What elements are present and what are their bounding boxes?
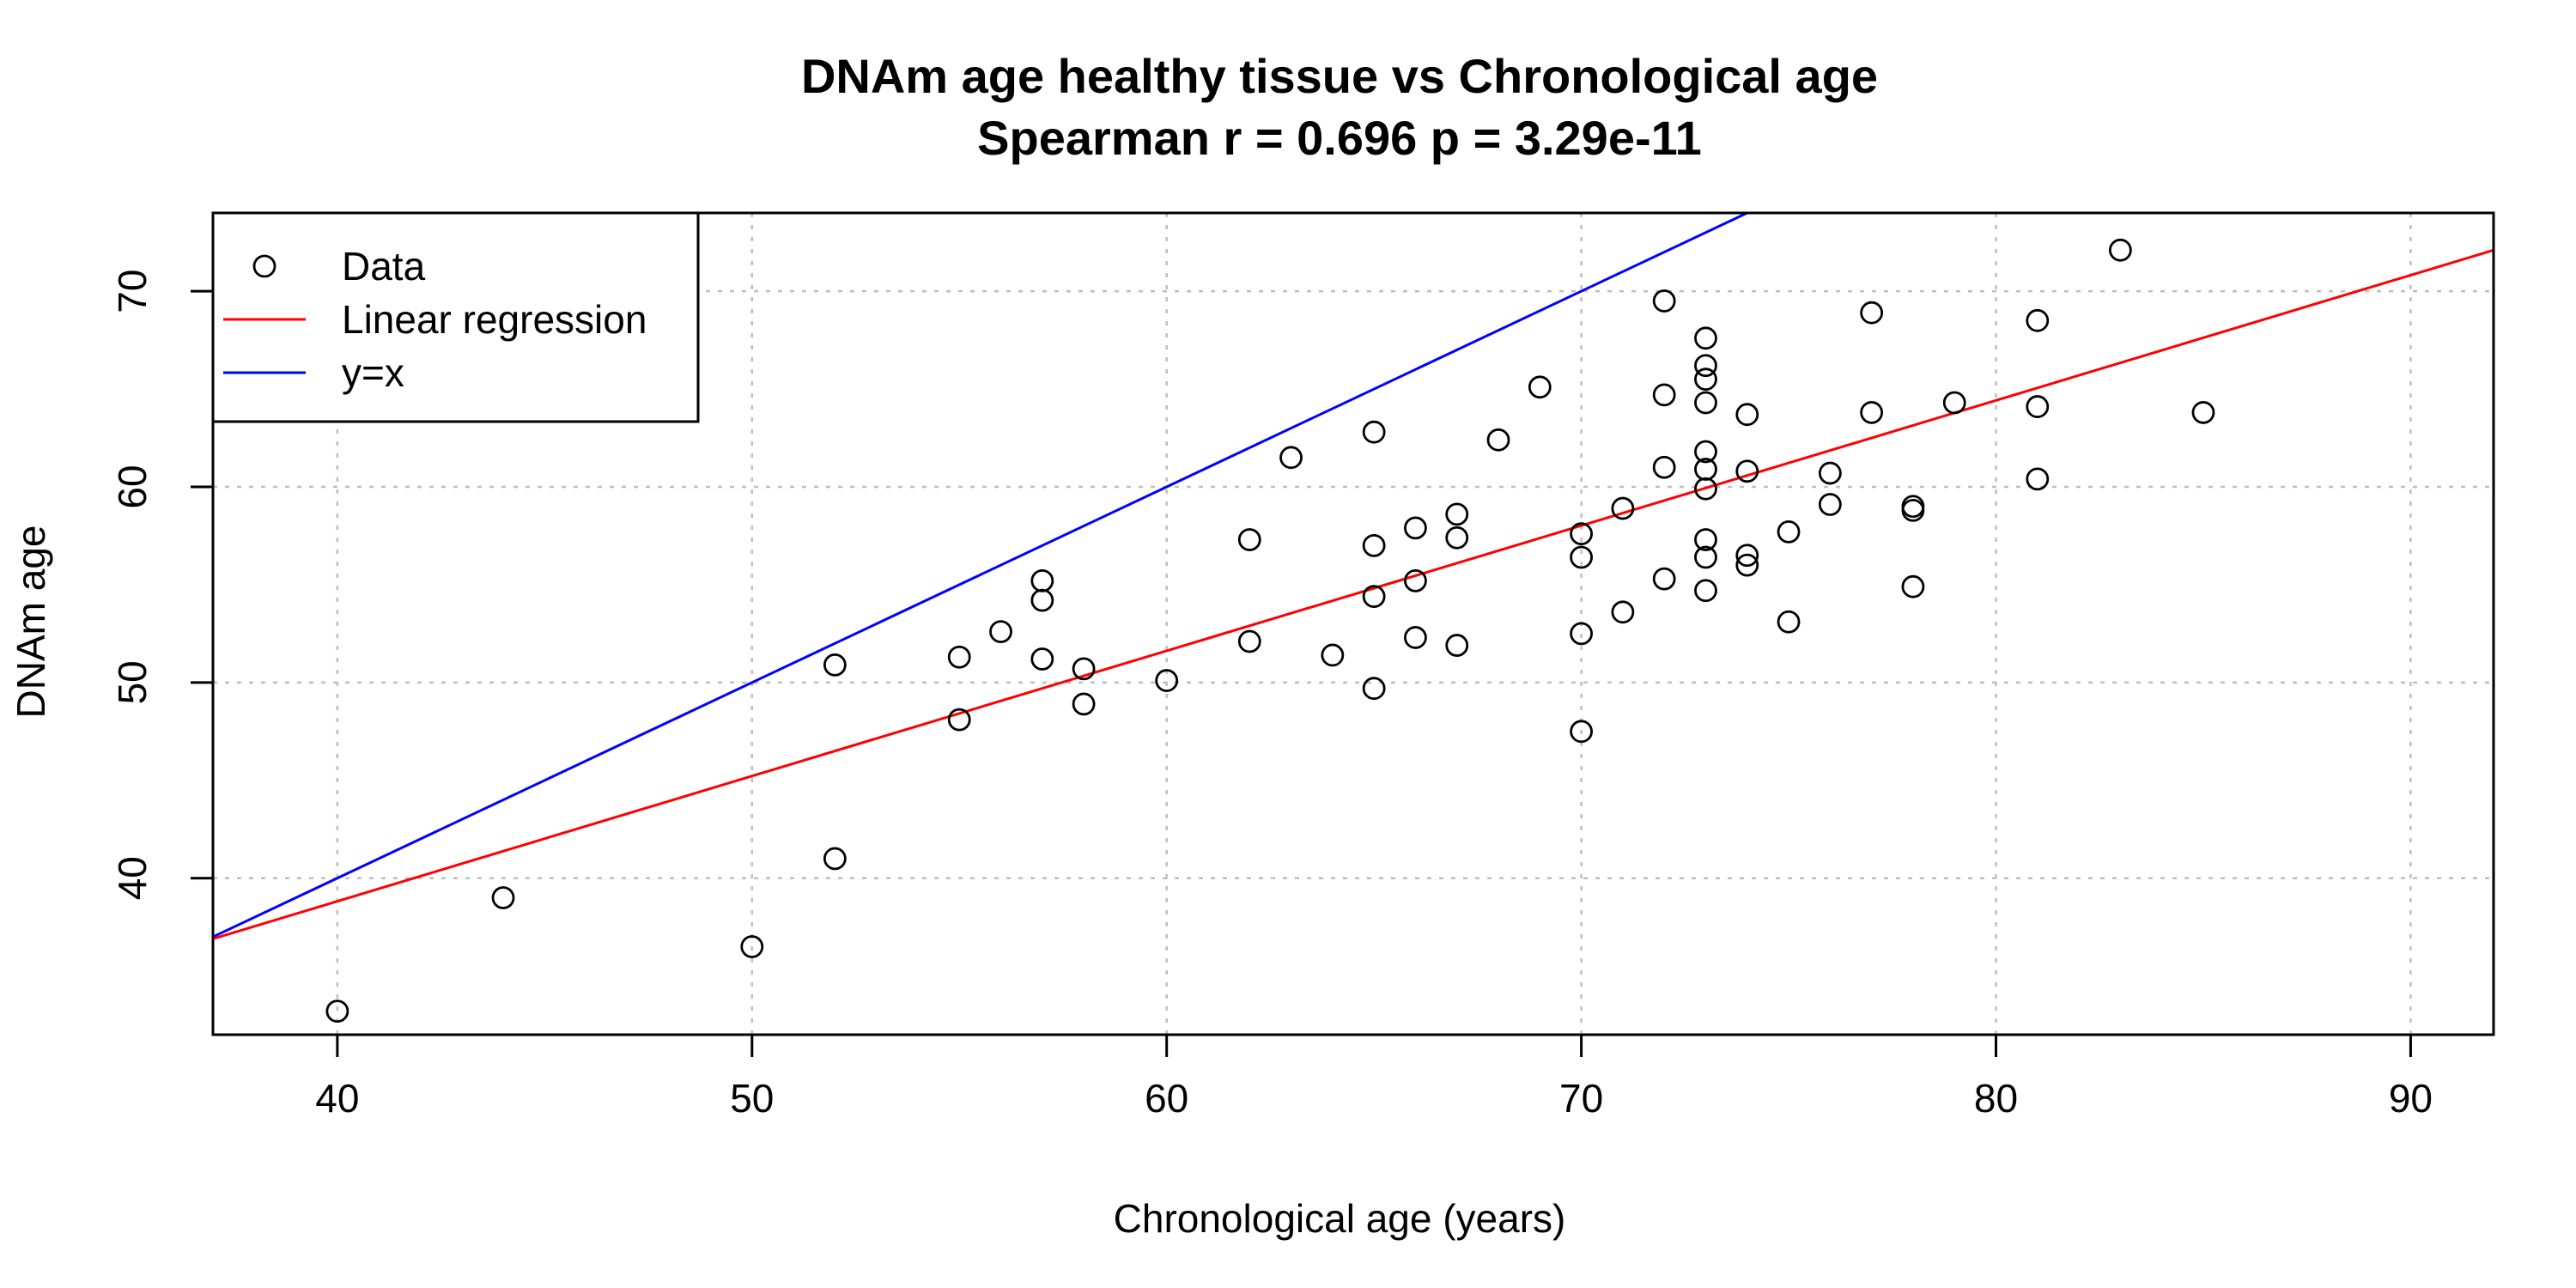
data-point bbox=[1155, 669, 1179, 692]
data-point bbox=[1652, 289, 1676, 313]
data-point bbox=[2026, 467, 2050, 491]
data-point bbox=[1860, 401, 1884, 424]
data-point bbox=[1735, 544, 1759, 568]
data-point bbox=[325, 999, 349, 1024]
data-point bbox=[1694, 368, 1717, 392]
y-tick-label: 50 bbox=[110, 660, 155, 704]
data-point bbox=[1694, 528, 1717, 551]
data-point bbox=[989, 620, 1012, 644]
legend-label: Data bbox=[342, 244, 426, 289]
data-point bbox=[1652, 383, 1676, 407]
data-point bbox=[1694, 391, 1717, 415]
data-point bbox=[1237, 629, 1261, 653]
x-tick-label: 80 bbox=[1974, 1076, 2018, 1121]
data-point bbox=[1570, 720, 1593, 744]
data-point bbox=[1362, 585, 1386, 608]
y-axis-label: DNAm age bbox=[9, 526, 53, 719]
axes: 40 50 60 70 80 90 40 50 60 70 bbox=[110, 211, 2495, 1121]
data-point bbox=[1362, 420, 1386, 444]
data-point bbox=[1652, 455, 1676, 479]
data-point bbox=[1694, 545, 1717, 569]
data-point bbox=[1486, 428, 1510, 452]
data-point bbox=[1030, 588, 1054, 612]
data-point bbox=[1445, 634, 1469, 657]
y-tick-label: 70 bbox=[110, 270, 155, 313]
data-point bbox=[1072, 692, 1096, 716]
data-point bbox=[1404, 568, 1427, 592]
data-point bbox=[1735, 403, 1759, 427]
x-tick-label: 50 bbox=[730, 1076, 774, 1121]
data-point bbox=[1611, 600, 1635, 624]
legend: Data Linear regression y=x bbox=[211, 211, 700, 423]
data-point bbox=[1777, 610, 1801, 634]
data-point bbox=[1404, 626, 1427, 649]
data-point bbox=[1611, 496, 1635, 520]
data-point bbox=[1942, 391, 1966, 415]
data-point bbox=[1072, 657, 1096, 681]
x-tick-label: 90 bbox=[2389, 1076, 2433, 1121]
data-point bbox=[1445, 502, 1469, 526]
data-point bbox=[1570, 545, 1593, 569]
identity-line bbox=[213, 213, 1748, 939]
data-point bbox=[1818, 493, 1842, 516]
data-point bbox=[947, 645, 971, 669]
data-point bbox=[1362, 677, 1386, 701]
data-point bbox=[1279, 446, 1303, 470]
data-point bbox=[1694, 477, 1717, 501]
y-tick-label: 40 bbox=[110, 856, 155, 900]
x-axis-label: Chronological age (years) bbox=[1114, 1196, 1566, 1241]
data-point bbox=[1735, 553, 1759, 577]
data-point bbox=[1901, 574, 1925, 598]
series-layer bbox=[213, 213, 2494, 1024]
data-point bbox=[491, 886, 515, 909]
data-point bbox=[2108, 238, 2132, 262]
data-point bbox=[1030, 647, 1054, 671]
data-point bbox=[1445, 526, 1469, 550]
data-point bbox=[1818, 461, 1842, 485]
data-point bbox=[1901, 498, 1925, 522]
x-tick-label: 70 bbox=[1559, 1076, 1603, 1121]
data-point bbox=[1860, 301, 1884, 325]
data-point bbox=[1694, 579, 1717, 603]
data-point bbox=[1570, 622, 1593, 646]
chart-subtitle: Spearman r = 0.696 p = 3.29e-11 bbox=[977, 111, 1702, 165]
data-point bbox=[1694, 440, 1717, 464]
data-point bbox=[1404, 516, 1427, 540]
data-point bbox=[1652, 567, 1676, 591]
data-point bbox=[740, 935, 764, 958]
data-point bbox=[823, 653, 847, 677]
data-point bbox=[1528, 375, 1552, 399]
data-point bbox=[1321, 643, 1345, 667]
chart-title: DNAm age healthy tissue vs Chronological… bbox=[801, 49, 1878, 103]
data-point bbox=[2191, 401, 2215, 424]
legend-label: Linear regression bbox=[342, 297, 647, 342]
data-point bbox=[1570, 522, 1593, 546]
data-point bbox=[2026, 308, 2050, 332]
plot-frame bbox=[211, 211, 2495, 1036]
data-point bbox=[1362, 533, 1386, 557]
data-point bbox=[1237, 528, 1261, 551]
y-tick-label: 60 bbox=[110, 465, 155, 508]
x-tick-label: 60 bbox=[1145, 1076, 1188, 1121]
data-point bbox=[1694, 326, 1717, 350]
data-point bbox=[823, 847, 847, 871]
fit-lines bbox=[213, 213, 2494, 940]
data-point bbox=[1735, 459, 1759, 483]
legend-point-swatch bbox=[252, 254, 276, 278]
data-point bbox=[2026, 395, 2050, 418]
regression-line bbox=[213, 248, 2494, 940]
legend-box bbox=[211, 211, 700, 423]
data-point bbox=[1030, 568, 1054, 592]
data-point bbox=[1777, 520, 1801, 544]
data-point bbox=[947, 708, 971, 732]
legend-label: y=x bbox=[342, 350, 404, 395]
data-point bbox=[1694, 354, 1717, 378]
x-tick-label: 40 bbox=[315, 1076, 359, 1121]
